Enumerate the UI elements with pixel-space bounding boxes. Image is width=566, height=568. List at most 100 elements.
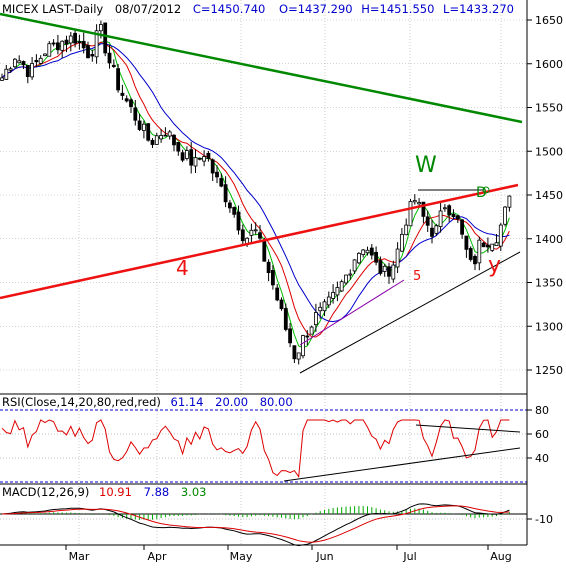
candle-body xyxy=(412,200,417,203)
candle-body xyxy=(399,233,404,252)
macd-hist-value: 3.03 xyxy=(181,485,207,499)
candle-body xyxy=(507,195,512,208)
candle-body xyxy=(339,281,344,292)
candle-body xyxy=(365,249,370,254)
candle-body xyxy=(391,264,396,280)
candle-body xyxy=(124,98,129,102)
candle-body xyxy=(447,205,452,216)
candle-body xyxy=(301,335,305,357)
close-value: C=1450.740 xyxy=(193,2,266,16)
candle-body xyxy=(438,210,443,227)
candle-body xyxy=(249,229,254,236)
wave-4-label: 4 xyxy=(176,256,189,280)
symbol-label: MICEX LAST-Daily xyxy=(2,2,103,16)
candle-body xyxy=(313,312,318,326)
candle-body xyxy=(442,207,447,210)
candle-body xyxy=(163,134,168,137)
candle-body xyxy=(387,266,391,277)
candle-body xyxy=(154,135,159,145)
candle-body xyxy=(395,248,400,268)
candle-body xyxy=(103,22,108,54)
purple-support-line xyxy=(299,279,405,346)
candle-body xyxy=(425,216,430,226)
time-axis: Mar Apr May Jun Jul Aug xyxy=(65,545,512,563)
candle-body xyxy=(275,287,280,301)
rsi-upper-value: 80.00 xyxy=(260,395,293,409)
candle-body xyxy=(309,326,314,335)
candle-body xyxy=(236,211,241,231)
candle-body xyxy=(219,178,224,187)
wave-5-label: 5 xyxy=(413,269,421,284)
candle-body xyxy=(331,292,336,299)
price-tick-label: 1350 xyxy=(535,277,563,290)
rsi-lower-value: 20.00 xyxy=(215,395,248,409)
candle-body xyxy=(404,224,409,236)
candle-body xyxy=(189,149,194,166)
month-grid xyxy=(78,0,502,545)
candle-body xyxy=(81,40,86,49)
candle-body xyxy=(460,219,465,235)
red-resistance-line xyxy=(0,183,519,300)
candle-body xyxy=(240,229,245,242)
candle-body xyxy=(34,60,39,63)
candle-body xyxy=(494,242,499,246)
candle-body xyxy=(0,77,4,81)
candle-body xyxy=(417,202,422,205)
candle-body xyxy=(468,248,473,260)
candle-body xyxy=(382,265,387,272)
candle-body xyxy=(434,225,439,234)
candle-body xyxy=(361,249,366,255)
candle-body xyxy=(25,65,30,77)
candle-body xyxy=(430,227,434,237)
candle-body xyxy=(262,239,267,262)
candle-body xyxy=(503,206,508,225)
candle-body xyxy=(477,239,482,264)
month-label: Aug xyxy=(490,550,511,563)
candle-body xyxy=(176,141,181,152)
candle-body xyxy=(227,202,232,209)
candle-body xyxy=(352,259,357,272)
candle-body xyxy=(348,273,353,276)
candle-body xyxy=(481,242,486,248)
candle-body xyxy=(490,243,495,251)
month-label: Mar xyxy=(69,550,90,563)
candle-body xyxy=(215,171,219,178)
candle-body xyxy=(21,61,26,66)
rsi-header: RSI(Close,14,20,80,red,red) 61.14 20.00 … xyxy=(2,395,293,409)
candle-body xyxy=(292,345,297,360)
candle-body xyxy=(167,131,172,137)
candle-body xyxy=(159,135,164,140)
candle-body xyxy=(283,308,288,330)
price-axis: 1650 1600 1550 1500 1450 1400 1350 1300 1250 xyxy=(527,14,563,377)
candle-body xyxy=(184,150,189,159)
candle-body xyxy=(120,92,125,96)
price-tick-label: 1250 xyxy=(535,364,563,377)
candle-body xyxy=(43,53,47,57)
rsi-tick-label: 60 xyxy=(535,428,549,441)
candle-body xyxy=(322,301,327,312)
candle-body xyxy=(253,229,258,232)
macd-value: 10.91 xyxy=(99,485,132,499)
candle-body xyxy=(90,54,95,57)
candle-body xyxy=(344,274,348,284)
candle-body xyxy=(77,41,82,43)
chart-header: MICEX LAST-Daily 08/07/2012 C=1450.740 O… xyxy=(2,2,514,16)
price-tick-label: 1450 xyxy=(535,189,563,202)
price-tick-label: 1600 xyxy=(535,58,563,71)
candle-body xyxy=(374,251,379,263)
candle-body xyxy=(206,152,211,159)
candle-body xyxy=(223,184,228,203)
wave-w-label: W xyxy=(415,153,437,178)
candle-body xyxy=(455,215,460,220)
candle-body xyxy=(73,32,77,44)
macd-histogram xyxy=(5,506,510,520)
candle-body xyxy=(94,30,99,58)
macd-name: MACD(12,26,9) xyxy=(2,485,89,499)
month-label: Apr xyxy=(147,550,167,563)
candle-body xyxy=(99,24,103,32)
low-value: L=1433.270 xyxy=(443,2,514,16)
candle-body xyxy=(141,123,146,131)
candle-body xyxy=(12,58,17,68)
candle-body xyxy=(137,120,142,130)
